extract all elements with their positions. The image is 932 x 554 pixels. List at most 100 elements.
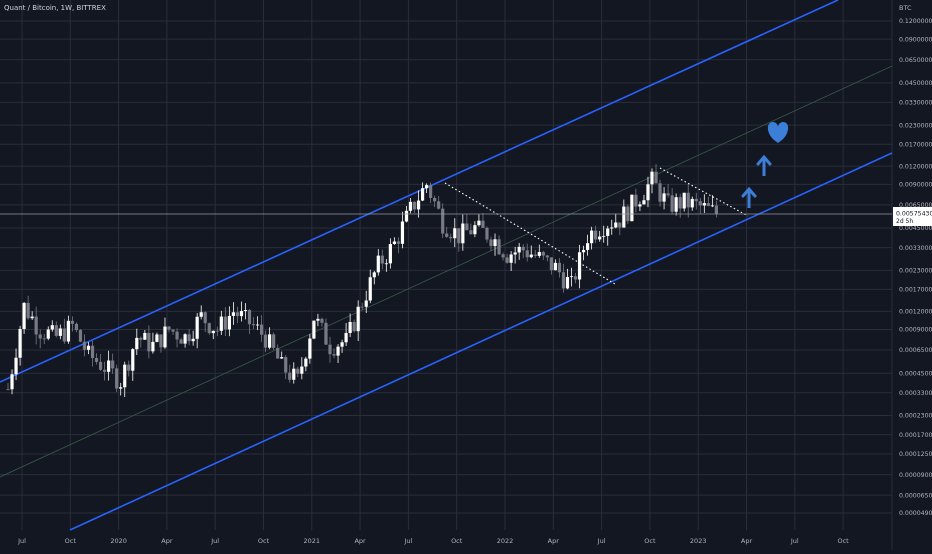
candle-body bbox=[123, 364, 127, 388]
candle-body bbox=[227, 315, 231, 330]
x-tick-label: 2021 bbox=[304, 537, 321, 545]
candle-body bbox=[493, 239, 497, 247]
candle-body bbox=[521, 246, 525, 251]
x-tick-label: Jul bbox=[17, 537, 26, 545]
candle-body bbox=[388, 244, 392, 264]
candle-body bbox=[175, 331, 179, 340]
candle-body bbox=[565, 276, 570, 289]
candle-body bbox=[135, 337, 139, 350]
candle-body bbox=[167, 326, 171, 330]
candle-body bbox=[280, 357, 284, 359]
countdown-label: 2d 5h bbox=[896, 218, 913, 225]
candle-body bbox=[324, 322, 328, 345]
candle-body bbox=[650, 171, 654, 185]
candle-body bbox=[203, 312, 207, 324]
candle-body bbox=[465, 223, 469, 231]
candle-body bbox=[545, 255, 549, 258]
candle-body bbox=[143, 332, 147, 340]
candle-body bbox=[485, 227, 489, 240]
x-tick-label: Apr bbox=[161, 537, 173, 545]
candle-body bbox=[590, 230, 594, 244]
channel-mid-line bbox=[0, 65, 893, 478]
x-tick-label: Apr bbox=[354, 537, 366, 545]
x-tick-label: 2020 bbox=[110, 537, 127, 545]
candle-body bbox=[541, 252, 545, 256]
candle-body bbox=[78, 330, 83, 342]
candle-body bbox=[151, 341, 155, 352]
candle-body bbox=[425, 185, 429, 189]
candle-body bbox=[264, 334, 268, 348]
candle-body bbox=[316, 318, 320, 321]
x-tick-label: 2022 bbox=[497, 537, 514, 545]
candle-body bbox=[179, 339, 183, 344]
candle-body bbox=[364, 300, 368, 307]
candle-body bbox=[86, 345, 91, 350]
candle-body bbox=[549, 257, 553, 271]
candle-body bbox=[698, 201, 702, 206]
candle-body bbox=[251, 324, 256, 326]
candle-body bbox=[94, 358, 99, 362]
candle-body bbox=[666, 193, 670, 196]
candle-body bbox=[569, 276, 574, 278]
candle-body bbox=[642, 200, 646, 205]
candle-body bbox=[392, 241, 396, 245]
candle-body bbox=[155, 334, 159, 342]
candle-body bbox=[489, 239, 493, 247]
candle-body bbox=[525, 250, 529, 258]
candle-body bbox=[416, 200, 421, 210]
candle-body bbox=[674, 197, 678, 212]
candle-body bbox=[284, 357, 288, 373]
candle-body bbox=[622, 206, 626, 228]
candle-body bbox=[199, 312, 203, 317]
candle-body bbox=[380, 255, 384, 264]
heart-icon bbox=[767, 122, 789, 143]
current-price-label-bg bbox=[893, 207, 932, 226]
candle-body bbox=[272, 334, 276, 348]
candle-body bbox=[231, 312, 235, 316]
candle-body bbox=[211, 330, 215, 334]
candle-body bbox=[163, 326, 167, 348]
candle-body bbox=[573, 276, 578, 280]
candle-body bbox=[90, 345, 95, 359]
trendline-2 bbox=[659, 167, 749, 217]
candle-body bbox=[429, 185, 433, 198]
candle-body bbox=[457, 228, 461, 244]
candle-body bbox=[537, 252, 541, 256]
channel-lower-line bbox=[69, 152, 893, 531]
candle-body bbox=[501, 254, 505, 258]
candle-body bbox=[50, 325, 54, 330]
trendline-1 bbox=[444, 182, 616, 285]
candle-body bbox=[437, 201, 441, 209]
candle-body bbox=[46, 329, 50, 339]
candle-body bbox=[70, 320, 74, 324]
candle-body bbox=[682, 192, 686, 209]
candle-body bbox=[119, 387, 123, 389]
candle-body bbox=[404, 210, 409, 222]
candle-body bbox=[654, 171, 658, 184]
candle-body bbox=[469, 230, 473, 235]
candle-body bbox=[312, 320, 316, 339]
x-tick-label: Oct bbox=[644, 537, 656, 545]
x-tick-label: Oct bbox=[65, 537, 77, 545]
chart-title: Quant / Bitcoin, 1W, BITTREX bbox=[4, 4, 106, 12]
x-tick-label: Jul bbox=[597, 537, 606, 545]
candle-body bbox=[348, 322, 352, 333]
candle-body bbox=[191, 338, 195, 342]
candle-body bbox=[702, 203, 706, 206]
candle-body bbox=[517, 246, 521, 253]
candle-body bbox=[706, 203, 710, 206]
x-tick-label: Oct bbox=[451, 537, 463, 545]
arrow-up-icon bbox=[741, 186, 757, 208]
candle-body bbox=[509, 254, 513, 263]
